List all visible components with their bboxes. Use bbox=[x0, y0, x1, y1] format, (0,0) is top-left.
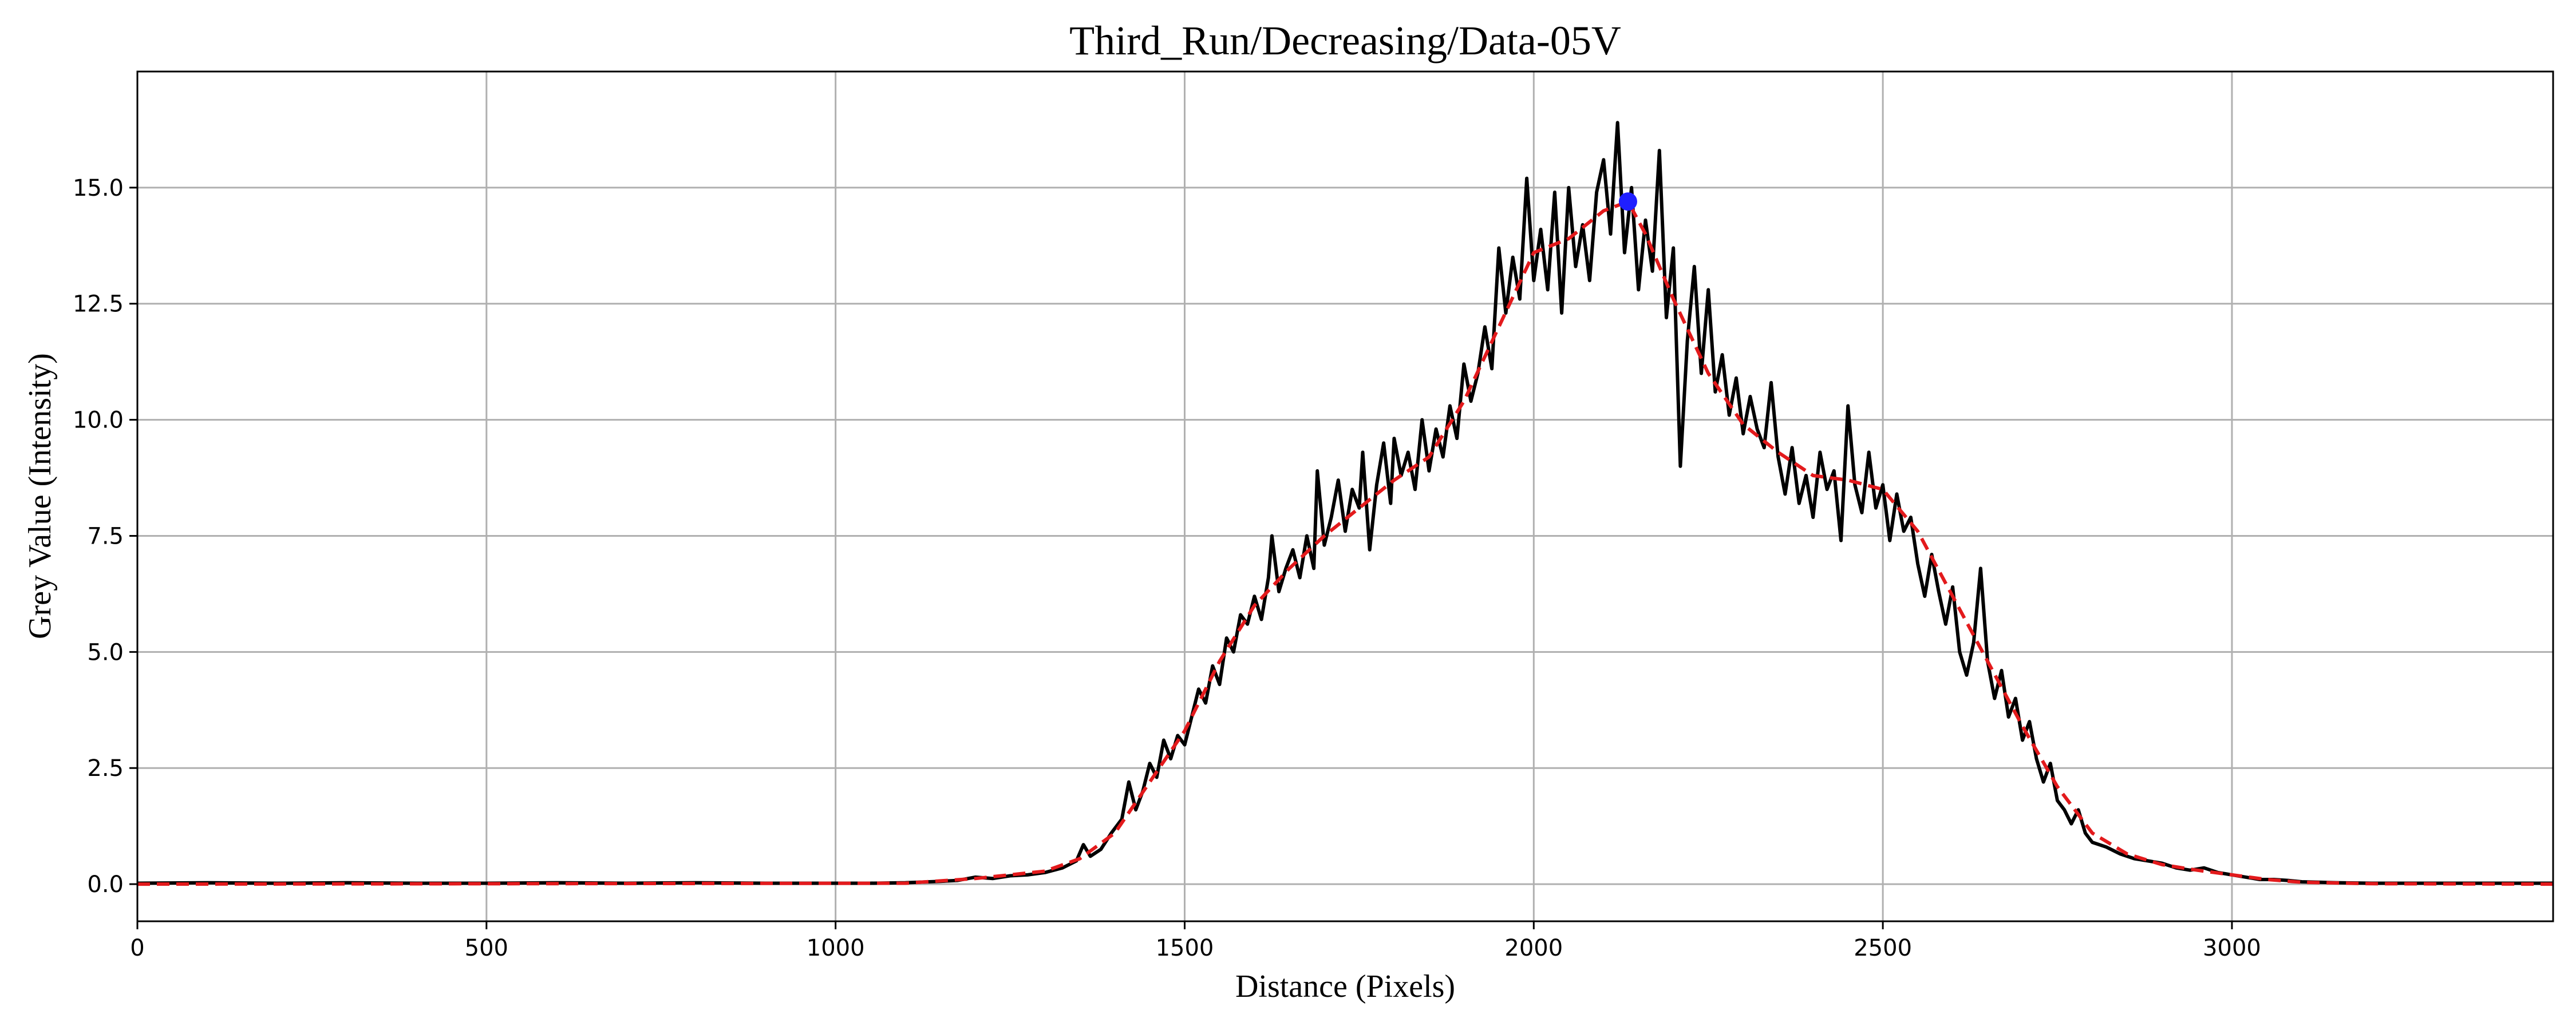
x-tick-label: 1000 bbox=[807, 935, 865, 961]
y-tick-label: 5.0 bbox=[87, 639, 124, 665]
x-tick-label: 2500 bbox=[1854, 935, 1912, 961]
peak-marker bbox=[1618, 192, 1637, 211]
x-tick-label: 3000 bbox=[2203, 935, 2261, 961]
y-tick-label: 12.5 bbox=[73, 291, 124, 318]
y-axis-label: Grey Value (Intensity) bbox=[22, 353, 58, 639]
x-tick-label: 0 bbox=[130, 935, 144, 961]
x-tick-label: 500 bbox=[465, 935, 508, 961]
marker-layer bbox=[1618, 192, 1637, 211]
grid bbox=[136, 72, 2553, 921]
x-tick-label: 1500 bbox=[1156, 935, 1214, 961]
ticks: 0 500 1000 1500 2000 2500 3000 0.0 2.5 5.0 7.5 10.0… bbox=[73, 175, 2261, 961]
y-tick-label: 7.5 bbox=[87, 523, 124, 549]
chart-title: Third_Run/Decreasing/Data-05V bbox=[1069, 18, 1621, 64]
raw-series-line bbox=[137, 121, 2553, 885]
y-tick-label: 15.0 bbox=[73, 175, 124, 201]
plot-frame bbox=[136, 70, 2554, 922]
y-tick-label: 0.0 bbox=[87, 871, 124, 898]
y-tick-label: 2.5 bbox=[87, 755, 124, 782]
x-tick-label: 2000 bbox=[1504, 935, 1563, 961]
y-tick-label: 10.0 bbox=[73, 407, 124, 434]
x-axis-label: Distance (Pixels) bbox=[1235, 969, 1455, 1004]
smoothed-series-line bbox=[137, 200, 2554, 886]
series-layer bbox=[137, 121, 2554, 886]
